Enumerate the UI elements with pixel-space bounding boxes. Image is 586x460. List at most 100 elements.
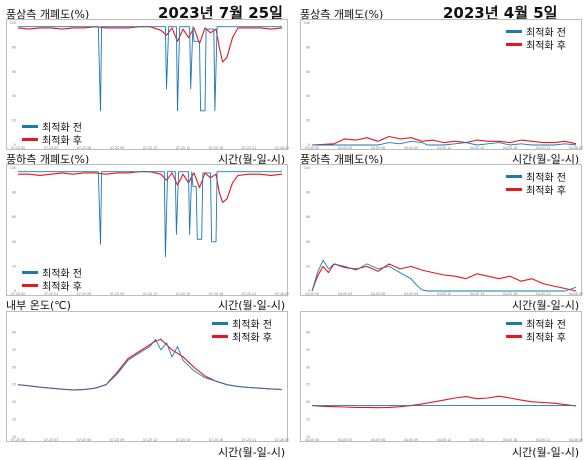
legend-swatch-after [22,284,38,287]
y-tick-label: 0 [14,143,16,147]
panel-title-4: 풍하측 개폐도(%) [300,153,384,166]
y-tick-label: 15 [306,418,310,422]
y-tick-label: 100 [304,166,310,170]
x-tick-label: 07-25 06 [77,292,91,296]
x-tick-label: 07-25 00 [11,146,25,150]
y-tick-label: 40 [306,240,310,244]
x-tick-label: 07-25 18 [209,438,223,442]
legend-swatch-after [506,43,522,46]
y-tick-label: 15 [12,418,16,422]
x-tick-label: 07-25 03 [44,146,58,150]
y-tick-label: 20 [306,264,310,268]
x-tick-label: 04-05 00 [305,438,319,442]
y-tick-label: 40 [12,94,16,98]
legend-5: 최적화 전 최적화 후 [212,317,272,344]
legend-label-after: 최적화 후 [526,333,566,344]
legend-label-before: 최적화 전 [232,320,272,331]
x-tick-label: 04-05 09 [404,438,418,442]
panel-title-2: 풍상측 개폐도(%) [300,8,384,21]
x-tick-label: 07-26 00 [275,146,289,150]
y-tick-label: 100 [10,166,16,170]
legend-item-after: 최적화 후 [22,133,82,147]
legend-item-before: 최적화 전 [22,266,82,280]
y-tick-label: 80 [306,191,310,195]
legend-swatch-after [22,138,38,141]
legend-item-before: 최적화 전 [22,120,82,134]
x-tick-label: 04-05 12 [437,438,451,442]
x-tick-label: 04-05 06 [371,438,385,442]
legend-4: 최적화 전 최적화 후 [506,170,566,197]
series-line-after [17,338,283,391]
legend-2: 최적화 전 최적화 후 [506,25,566,52]
x-tick-label: 07-25 15 [176,438,190,442]
legend-item-before: 최적화 전 [506,25,566,39]
legend-swatch-after [506,188,522,191]
y-tick-label: 25 [306,383,310,387]
x-tick-label: 07-25 06 [77,438,91,442]
x-tick-label: 07-25 00 [11,292,25,296]
x-tick-label: 04-05 09 [404,292,418,296]
y-tick-label: 35 [12,348,16,352]
series-line-before [17,338,283,391]
x-tick-label: 04-05 00 [305,292,319,296]
legend-label-after: 최적화 후 [42,136,82,147]
x-tick-label: 04-05 03 [338,146,352,150]
x-tick-label: 07-25 21 [242,146,256,150]
y-tick-label: 40 [306,94,310,98]
x-axis-label-3: 시간(월-일-시) [218,299,286,312]
x-tick-label: 04-05 15 [470,438,484,442]
y-tick-label: 10 [12,435,16,439]
y-tick-label: 0 [308,289,310,293]
legend-item-after: 최적화 후 [212,330,272,344]
x-tick-label: 04-05 18 [503,292,517,296]
series-line-after [311,135,577,146]
x-axis-label-1: 시간(월-일-시) [218,153,286,166]
x-tick-label: 07-25 03 [44,292,58,296]
y-tick-label: 80 [12,191,16,195]
date-label-right: 2023년 4월 5일 [443,4,558,22]
x-tick-label: 04-05 03 [338,292,352,296]
legend-label-after: 최적화 후 [232,333,272,344]
legend-swatch-before [506,322,522,325]
panel-title-5: 내부 온도(℃) [6,299,71,312]
x-tick-label: 04-05 00 [305,146,319,150]
x-axis-label-2: 시간(월-일-시) [512,153,580,166]
x-tick-label: 04-06 00 [569,292,583,296]
y-tick-label: 0 [14,289,16,293]
x-tick-label: 07-26 00 [275,438,289,442]
x-tick-label: 04-06 00 [569,438,583,442]
x-tick-label: 07-25 03 [44,438,58,442]
x-tick-label: 04-05 03 [338,438,352,442]
legend-label-before: 최적화 전 [42,123,82,134]
series-line-before [18,26,282,112]
panel-title-3: 풍하측 개폐도(%) [6,153,90,166]
x-tick-label: 07-25 12 [143,438,157,442]
x-tick-label: 07-25 09 [110,292,124,296]
y-tick-label: 100 [10,21,16,25]
y-tick-label: 30 [12,365,16,369]
x-axis-label-6: 시간(월-일-시) [512,446,580,459]
y-tick-label: 60 [12,70,16,74]
series-line-after [18,171,283,203]
x-tick-label: 04-05 21 [536,146,550,150]
x-tick-label: 04-05 21 [536,438,550,442]
x-tick-label: 07-25 21 [242,438,256,442]
legend-item-before: 최적화 전 [506,170,566,184]
series-line-after [311,395,577,409]
legend-label-after: 최적화 후 [42,282,82,293]
y-tick-label: 35 [306,348,310,352]
series-line-after [311,263,577,292]
legend-swatch-before [506,175,522,178]
legend-label-after: 최적화 후 [526,186,566,197]
legend-3: 최적화 전 최적화 후 [22,266,82,293]
x-axis-label-4: 시간(월-일-시) [512,299,580,312]
y-tick-label: 40 [306,330,310,334]
y-tick-label: 20 [12,264,16,268]
y-tick-label: 20 [12,400,16,404]
date-label-left: 2023년 7월 25일 [158,4,283,22]
x-tick-label: 04-05 12 [437,146,451,150]
panel-title-1: 풍상측 개폐도(%) [6,8,90,21]
chart-frame-2 [300,19,582,150]
legend-6: 최적화 전 최적화 후 [506,317,566,344]
